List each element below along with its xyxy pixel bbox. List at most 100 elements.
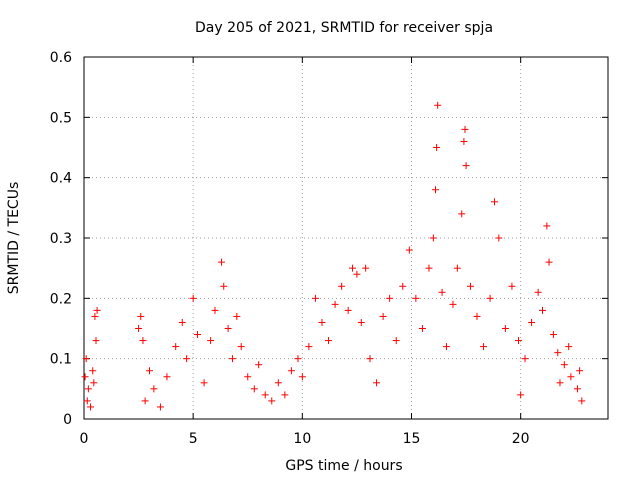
data-point — [92, 337, 100, 345]
data-point — [305, 343, 313, 351]
data-point — [486, 294, 494, 302]
data-point — [362, 264, 370, 272]
y-tick-label: 0.6 — [50, 50, 72, 66]
data-point — [268, 397, 276, 405]
data-point — [399, 282, 407, 290]
data-point — [565, 343, 573, 351]
data-point — [453, 264, 461, 272]
data-point — [461, 125, 469, 133]
data-point — [141, 397, 149, 405]
data-point — [311, 294, 319, 302]
data-point — [433, 144, 441, 151]
data-point — [84, 385, 92, 393]
data-point — [556, 379, 564, 387]
data-point — [233, 312, 241, 320]
data-point — [81, 373, 89, 381]
data-point — [473, 312, 481, 320]
data-point — [91, 312, 99, 320]
data-point — [412, 294, 420, 302]
data-point — [462, 162, 470, 170]
data-series — [81, 101, 586, 411]
data-point — [261, 391, 269, 399]
y-tick-label: 0.1 — [50, 352, 72, 368]
data-point — [480, 343, 488, 351]
data-point — [281, 391, 289, 399]
y-tick-label: 0.5 — [50, 110, 72, 126]
data-point — [218, 258, 226, 266]
data-point — [366, 355, 374, 363]
data-point — [255, 361, 263, 369]
data-point — [146, 367, 153, 375]
data-point — [349, 264, 357, 272]
data-point — [83, 397, 91, 405]
data-point — [178, 318, 186, 326]
plot-border — [83, 56, 609, 420]
data-point — [425, 264, 433, 272]
data-point — [490, 198, 498, 206]
data-point — [90, 379, 98, 387]
x-tick-label: 5 — [189, 431, 198, 447]
x-tick-label: 10 — [293, 431, 311, 447]
data-point — [357, 318, 365, 326]
data-point — [294, 355, 302, 363]
data-point — [578, 397, 586, 405]
data-point — [418, 325, 426, 332]
data-point — [534, 288, 542, 296]
data-point — [150, 385, 158, 393]
y-tick-label: 0 — [63, 412, 72, 428]
data-point — [539, 306, 546, 314]
data-point — [560, 361, 568, 369]
data-point — [405, 246, 413, 254]
data-point — [220, 282, 228, 290]
data-point — [449, 300, 457, 308]
data-point — [386, 294, 394, 302]
data-point — [156, 403, 164, 411]
y-tick-label: 0.4 — [50, 171, 72, 187]
data-point — [373, 379, 381, 387]
data-point — [194, 331, 202, 339]
x-axis-label: GPS time / hours — [285, 458, 402, 474]
data-point — [460, 137, 468, 145]
data-point — [137, 312, 145, 320]
data-point — [379, 312, 387, 320]
data-point — [93, 306, 101, 314]
data-point — [89, 367, 97, 375]
chart-title: Day 205 of 2021, SRMTID for receiver spj… — [195, 20, 493, 36]
data-point — [344, 306, 352, 314]
data-point — [211, 306, 219, 314]
data-point — [429, 234, 437, 242]
data-point — [172, 343, 180, 351]
x-tick-label: 15 — [403, 431, 421, 447]
data-point — [458, 210, 466, 218]
data-point — [517, 391, 525, 399]
data-point — [353, 270, 361, 278]
data-point — [466, 282, 474, 290]
x-axis-ticks: 0 5 10 15 20 — [80, 57, 530, 447]
data-point — [501, 325, 509, 332]
data-point — [189, 294, 197, 302]
data-point — [573, 385, 581, 393]
plot-frame — [83, 56, 609, 420]
data-point — [438, 288, 446, 296]
data-point — [139, 337, 147, 345]
data-point — [250, 385, 258, 393]
data-point — [508, 282, 516, 290]
x-tick-label: 0 — [80, 431, 89, 447]
data-point — [338, 282, 346, 290]
data-point — [567, 373, 575, 381]
data-point — [514, 337, 522, 345]
data-point — [135, 325, 143, 332]
data-point — [528, 318, 536, 326]
data-point — [237, 343, 245, 351]
data-point — [554, 349, 562, 357]
grid-lines — [84, 57, 608, 419]
data-point — [576, 367, 584, 375]
data-point — [87, 403, 95, 411]
data-point — [82, 355, 90, 363]
data-point — [392, 337, 400, 345]
data-point — [432, 186, 440, 194]
data-point — [543, 222, 551, 230]
data-point — [228, 355, 236, 363]
y-tick-label: 0.2 — [50, 291, 72, 307]
